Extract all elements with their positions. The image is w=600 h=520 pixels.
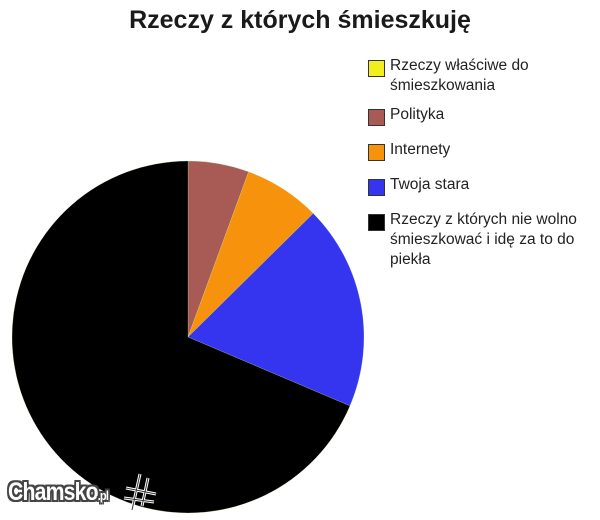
watermark-brand: Chamsko xyxy=(8,478,99,506)
legend-item: Polityka xyxy=(368,105,600,126)
legend-swatch xyxy=(368,214,385,231)
watermark-logo: Chamsko.pl xyxy=(8,478,109,507)
legend-swatch xyxy=(368,144,385,161)
legend-label: Twoja stara xyxy=(390,176,470,193)
legend-swatch xyxy=(368,109,385,126)
legend-label: Internety xyxy=(390,141,451,158)
pie-slice-3 xyxy=(187,213,365,407)
chart-title: Rzeczy z których śmieszkuję xyxy=(129,6,471,34)
pie-slice-4 xyxy=(11,160,351,514)
legend-item: Rzeczy z których nie wolno śmieszkować i… xyxy=(368,210,600,270)
watermark-hashtag-icon xyxy=(123,473,157,511)
legend-swatch xyxy=(368,60,385,77)
legend-swatch xyxy=(368,179,385,196)
legend-item: Rzeczy właściwe do śmieszkowania xyxy=(368,56,600,96)
watermark-suffix: .pl xyxy=(97,488,109,503)
legend-label: Polityka xyxy=(390,106,445,123)
legend-item: Twoja stara xyxy=(368,175,600,196)
legend: Rzeczy właściwe do śmieszkowania Polityka… xyxy=(368,56,600,279)
legend-label: Rzeczy właściwe do śmieszkowania xyxy=(390,57,529,94)
legend-item: Internety xyxy=(368,140,600,161)
legend-label: Rzeczy z których nie wolno śmieszkować i… xyxy=(390,211,577,268)
